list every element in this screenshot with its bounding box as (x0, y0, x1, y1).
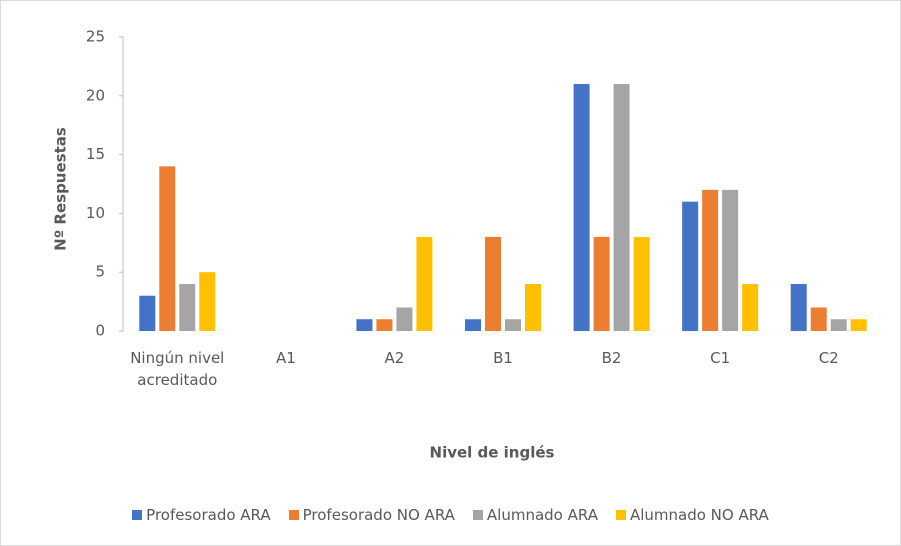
bar (810, 307, 827, 331)
y-tick-label: 5 (95, 263, 105, 281)
legend-label: Profesorado ARA (146, 506, 271, 524)
bar (416, 236, 433, 331)
bar (485, 236, 501, 331)
bar (159, 166, 176, 331)
legend-item: Profesorado NO ARA (288, 506, 455, 524)
y-tick-label: 15 (86, 145, 105, 163)
x-tick-label: Ningún nivel acreditado (130, 349, 225, 389)
x-axis-title: Nivel de inglés (430, 444, 555, 462)
x-tick-label: B2 (601, 349, 622, 367)
bar (830, 319, 847, 331)
legend-label: Alumnado ARA (486, 506, 598, 524)
bar (633, 236, 650, 331)
bar (396, 307, 413, 331)
legend-item: Alumnado NO ARA (615, 506, 769, 524)
y-tick-label: 25 (86, 28, 105, 46)
y-tick-label: 0 (95, 322, 105, 340)
legend-swatch (472, 510, 483, 520)
legend-swatch (615, 510, 626, 520)
bar (505, 319, 521, 331)
bar (742, 283, 759, 331)
bar (682, 201, 699, 331)
bar (790, 283, 807, 331)
bar (593, 236, 610, 331)
y-tick-label: 20 (86, 86, 105, 104)
legend-label: Alumnado NO ARA (629, 506, 769, 524)
legend-item: Alumnado ARA (472, 506, 598, 524)
x-tick-label: A1 (275, 349, 296, 367)
bar (139, 295, 156, 331)
bar (613, 84, 630, 331)
legend-label: Profesorado NO ARA (302, 506, 455, 524)
bar (722, 189, 739, 331)
x-tick-label: A2 (384, 349, 405, 367)
x-tick-label: C1 (710, 349, 731, 367)
bar (356, 319, 373, 331)
legend: Profesorado ARA Profesorado NO ARA Alumnad… (1, 506, 900, 524)
x-tick-label: B1 (493, 349, 513, 367)
legend-swatch (132, 510, 143, 520)
bar (525, 283, 541, 331)
bar (376, 319, 393, 331)
bar (465, 319, 481, 331)
bar (850, 319, 867, 331)
y-axis-title: Nº Respuestas (52, 127, 70, 251)
bar (179, 283, 196, 331)
legend-item: Profesorado ARA (132, 506, 271, 524)
legend-swatch (288, 510, 299, 520)
y-tick-label: 10 (86, 204, 105, 222)
bar (573, 84, 590, 331)
bar (702, 189, 719, 331)
bar (199, 272, 216, 331)
x-tick-label: C2 (818, 349, 839, 367)
